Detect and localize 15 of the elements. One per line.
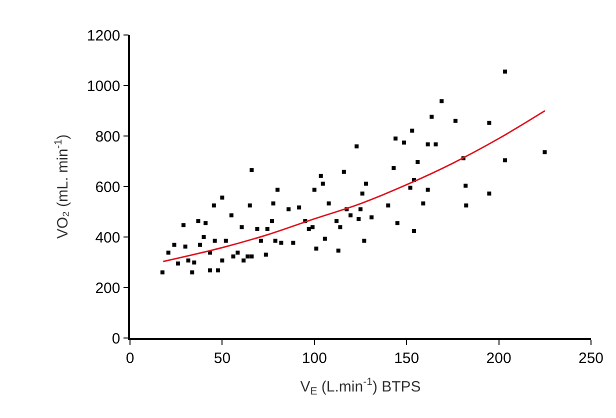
y-tick-label: 800 (95, 128, 120, 146)
y-tick-label: 0 (112, 330, 120, 348)
x-tick-label: 200 (486, 350, 512, 367)
x-tick-label: 250 (578, 350, 604, 367)
line-series (162, 110, 546, 262)
y-tick-label: 1200 (86, 27, 120, 44)
x-tick-label: 50 (214, 350, 231, 367)
y-tick-label: 600 (95, 178, 120, 196)
y-tick-label: 1000 (86, 78, 120, 95)
x-tick-label: 150 (394, 350, 420, 367)
x-tick-label: 0 (126, 350, 134, 367)
y-tick-label: 200 (95, 280, 120, 297)
x-axis-title: V$_{E}$ (L.min$^{-1}$) BTPS (300, 376, 421, 398)
x-tick-label: 100 (302, 350, 327, 367)
y-tick-label: 400 (95, 229, 120, 246)
